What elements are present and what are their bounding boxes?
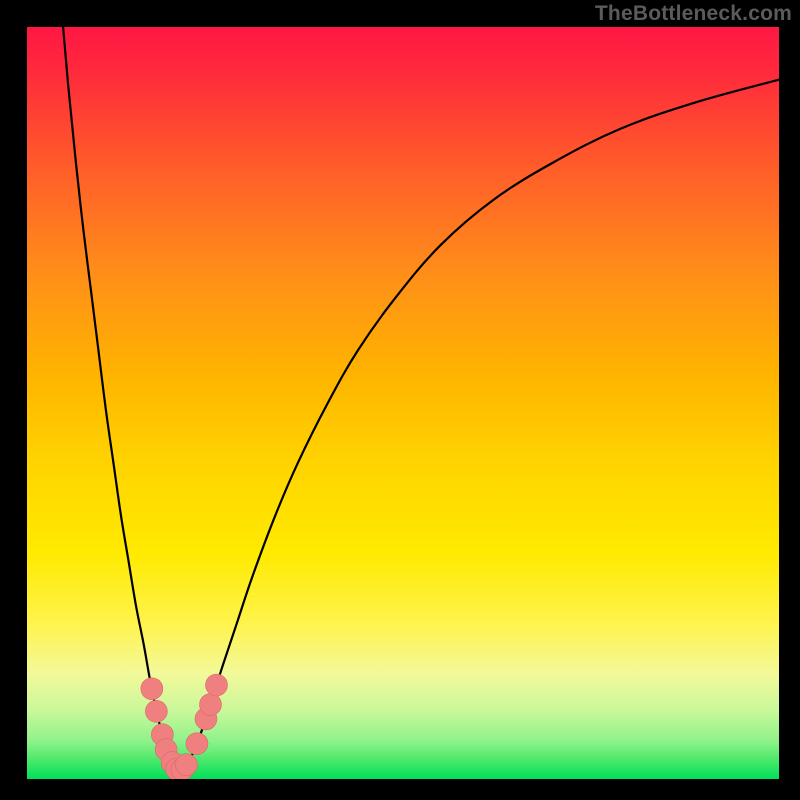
data-marker: [206, 674, 228, 696]
plot-gradient-background: [27, 27, 779, 779]
data-marker: [186, 733, 208, 755]
watermark-text: TheBottleneck.com: [595, 2, 792, 26]
data-marker: [145, 700, 167, 722]
data-marker: [199, 694, 221, 716]
chart-container: TheBottleneck.com: [0, 0, 800, 800]
bottleneck-chart: [0, 0, 800, 800]
data-marker: [141, 678, 163, 700]
data-marker: [175, 754, 197, 776]
